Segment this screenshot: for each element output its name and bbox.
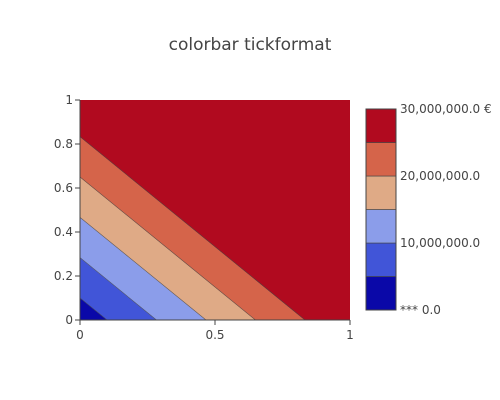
y-tick-label: 0.2 (54, 269, 73, 283)
colorbar-ticks: *** 0.0 10,000,000.0 20,000,000.0 30,000,00… (400, 102, 492, 317)
colorbar-bands (365, 108, 397, 311)
x-ticks: 0 0.5 1 (76, 320, 354, 342)
contour-lines (80, 136, 306, 320)
x-tick-label: 0 (76, 328, 84, 342)
y-tick-label: 0.4 (54, 225, 73, 239)
x-tick-label: 1 (346, 328, 354, 342)
colorbar-outline (365, 108, 397, 311)
contour-line (80, 217, 207, 320)
y-tick-label: 0 (65, 313, 73, 327)
y-tick-label: 1 (65, 93, 73, 107)
colorbar-band (365, 276, 397, 311)
colorbar-band (365, 108, 397, 143)
axes: 0 0.5 1 00.20.40.60.81 (54, 93, 354, 342)
chart-title: colorbar tickformat (169, 35, 332, 55)
colorbar-band (365, 242, 397, 277)
contour-line (80, 136, 306, 320)
colorbar-band (365, 175, 397, 210)
colorbar-tick-label: 30,000,000.0 € (400, 102, 492, 116)
y-tick-label: 0.6 (54, 181, 73, 195)
colorbar-tick-label: *** 0.0 (400, 303, 441, 317)
colorbar-band (365, 209, 397, 244)
contour-line (80, 176, 256, 320)
colorbar[interactable]: *** 0.0 10,000,000.0 20,000,000.0 30,000,00… (365, 102, 492, 317)
contour-line (80, 297, 108, 320)
y-ticks: 0 0.2 0.4 0.6 0.8 1 (54, 93, 80, 327)
colorbar-tick-label: 20,000,000.0 (400, 169, 480, 183)
colorbar-tick-label: 10,000,000.0 (400, 236, 480, 250)
x-tick-label: 0.5 (205, 328, 224, 342)
colorbar-band (365, 142, 397, 177)
contour-line (80, 257, 157, 320)
plot-area (80, 100, 350, 320)
y-tick-label: 0.8 (54, 137, 73, 151)
